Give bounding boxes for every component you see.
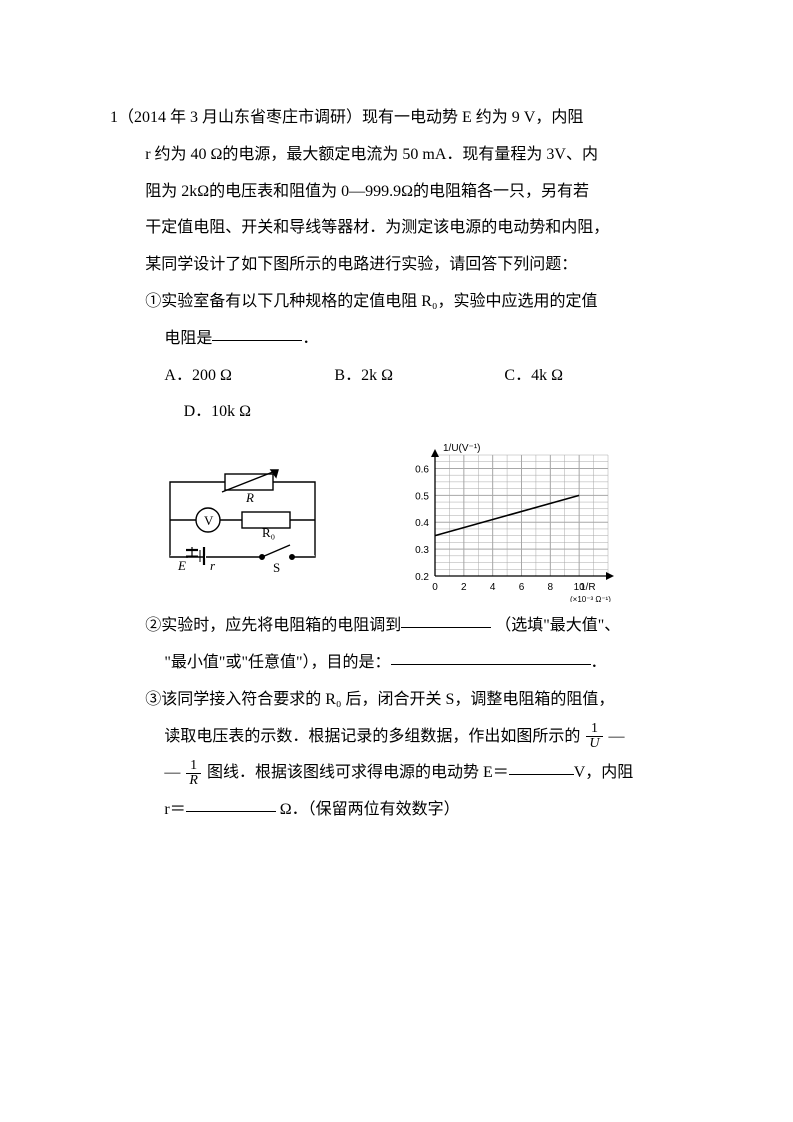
sub2-line2: "最小值"或"任意值"），目的是： ． — [110, 645, 713, 682]
svg-text:0.2: 0.2 — [415, 572, 429, 583]
label-V: V — [204, 513, 214, 528]
s2c: "最小值"或"任意值"），目的是： — [164, 654, 390, 671]
s3f: V，内阻 — [574, 764, 634, 781]
svg-text:0: 0 — [432, 582, 438, 593]
s3c: — — [609, 728, 625, 745]
blank-r-value[interactable] — [186, 796, 276, 812]
option-d[interactable]: D．10k Ω — [184, 403, 251, 420]
q-p4: 干定值电阻、开关和导线等器材．为测定该电源的电动势和内阻， — [110, 210, 713, 247]
s1c: ． — [302, 330, 318, 347]
q-p1: 现有一电动势 E 约为 9 V，内阻 — [362, 109, 583, 126]
svg-text:4: 4 — [490, 582, 496, 593]
blank-emf-value[interactable] — [509, 759, 574, 775]
chart-graph: 02468100.20.30.40.50.61/U(V⁻¹)1/R(×10⁻³ … — [395, 437, 620, 602]
svg-text:0.4: 0.4 — [415, 518, 429, 529]
svg-text:8: 8 — [548, 582, 554, 593]
sub3-line2: 读取电压表的示数．根据记录的多组数据，作出如图所示的 1U — — [110, 719, 713, 756]
q-source: （2014 年 3 月山东省枣庄市调研） — [118, 109, 362, 126]
label-E: E — [177, 558, 186, 573]
option-c[interactable]: C．4k Ω — [504, 358, 624, 395]
q-p5: 某同学设计了如下图所示的电路进行实验，请回答下列问题： — [110, 247, 713, 284]
s3g: r＝ — [164, 801, 185, 818]
s2b: （选填"最大值"、 — [495, 617, 620, 634]
s2d: ． — [591, 654, 607, 671]
options-row-1: A．200 Ω B．2k Ω C．4k Ω — [110, 358, 713, 395]
svg-text:(×10⁻³ Ω⁻¹): (×10⁻³ Ω⁻¹) — [570, 595, 611, 602]
label-R: R — [245, 490, 254, 505]
sub3-line1: ③该同学接入符合要求的 R₀ 后，闭合开关 S，调整电阻箱的阻值， — [110, 682, 713, 719]
svg-text:1/U(V⁻¹): 1/U(V⁻¹) — [443, 443, 481, 454]
frac-1-over-U: 1U — [586, 722, 602, 752]
q-number: 1 — [110, 109, 118, 126]
blank-adjust-to[interactable] — [401, 612, 491, 628]
option-b[interactable]: B．2k Ω — [334, 358, 504, 395]
svg-text:6: 6 — [519, 582, 525, 593]
sub1-line1: ①实验室备有以下几种规格的定值电阻 R₀，实验中应选用的定值 — [110, 284, 713, 321]
s2a: ②实验时，应先将电阻箱的电阻调到 — [145, 617, 401, 634]
s3d: — — [164, 764, 180, 781]
svg-text:0.6: 0.6 — [415, 465, 429, 476]
sub3-line3: — 1R 图线．根据该图线可求得电源的电动势 E＝ V，内阻 — [110, 755, 713, 792]
figure-row: R V R₀ E r S 02468100.20.30.40.50.61/U(V… — [150, 437, 713, 602]
label-S: S — [273, 560, 280, 575]
blank-purpose[interactable] — [391, 649, 591, 665]
frac-1-over-R: 1R — [186, 759, 201, 789]
circuit-diagram: R V R₀ E r S — [150, 462, 335, 577]
s3e: 图线．根据该图线可求得电源的电动势 E＝ — [207, 764, 509, 781]
blank-resistor-choice[interactable] — [212, 325, 302, 341]
sub2-line1: ②实验时，应先将电阻箱的电阻调到 （选填"最大值"、 — [110, 608, 713, 645]
option-a[interactable]: A．200 Ω — [164, 358, 334, 395]
svg-text:0.5: 0.5 — [415, 492, 429, 503]
problem-line-1: 1（2014 年 3 月山东省枣庄市调研）现有一电动势 E 约为 9 V，内阻 — [110, 100, 713, 137]
svg-text:1/R: 1/R — [580, 582, 596, 593]
s3h: Ω．（保留两位有效数字） — [280, 801, 460, 818]
label-r: r — [210, 558, 216, 573]
svg-text:2: 2 — [461, 582, 467, 593]
sub3-line4: r＝ Ω．（保留两位有效数字） — [110, 792, 713, 829]
label-R0: R₀ — [262, 525, 275, 540]
q-p3: 阻为 2kΩ的电压表和阻值为 0—999.9Ω的电阻箱各一只，另有若 — [110, 174, 713, 211]
q-p2: r 约为 40 Ω的电源，最大额定电流为 50 mA．现有量程为 3V、内 — [110, 137, 713, 174]
svg-text:0.3: 0.3 — [415, 545, 429, 556]
sub1-line2: 电阻是 ． — [110, 321, 713, 358]
options-row-2: D．10k Ω — [110, 394, 713, 431]
s3b: 读取电压表的示数．根据记录的多组数据，作出如图所示的 — [164, 728, 580, 745]
s1b: 电阻是 — [164, 330, 212, 347]
